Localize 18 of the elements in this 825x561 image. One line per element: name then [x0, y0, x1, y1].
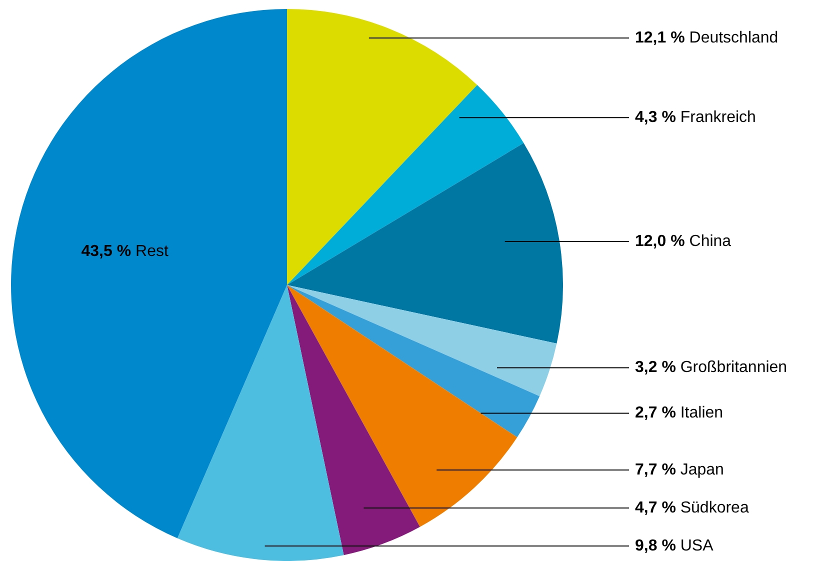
- slice-label: Japan: [680, 461, 724, 478]
- data-label: 2,7 %: [635, 404, 680, 422]
- data-label: 3,2 %: [635, 359, 680, 376]
- data-label: 4,3 %: [635, 109, 680, 126]
- slice-label: China: [689, 232, 732, 250]
- data-label: 4,7 %: [635, 499, 680, 516]
- slice-label: Italien: [680, 404, 724, 422]
- data-label: 12,1 %: [635, 29, 690, 46]
- slice-label: Deutschland: [689, 29, 778, 46]
- slice-label: Südkorea: [680, 499, 749, 516]
- data-label: 7,7 %: [635, 461, 680, 478]
- slice-label: Großbritannien: [680, 359, 788, 376]
- slice-label: Rest: [136, 242, 169, 260]
- data-label: 9,8 %: [635, 537, 680, 554]
- slice-label: Frankreich: [680, 109, 756, 126]
- data-label: 43,5 %: [81, 242, 136, 260]
- slice-label: USA: [680, 537, 714, 554]
- data-label: 12,0 %: [635, 232, 690, 250]
